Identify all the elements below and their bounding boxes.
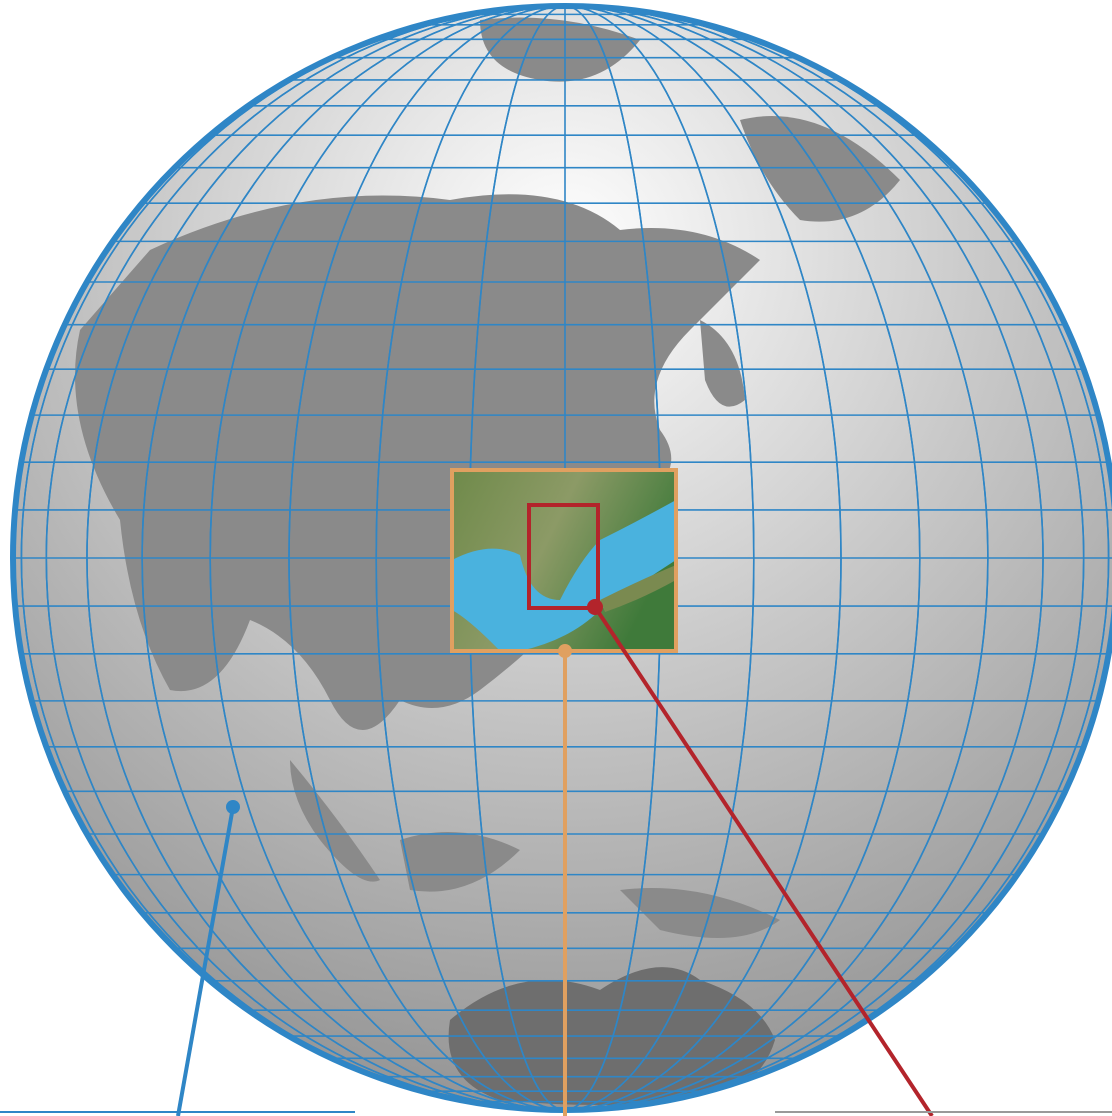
globe-leader-dot — [226, 800, 240, 814]
land-borneo — [400, 832, 520, 892]
inset-sea — [452, 500, 676, 651]
inset-japan — [600, 565, 676, 612]
inset-map — [450, 468, 678, 653]
focus-frame — [527, 503, 600, 610]
land-arctic — [480, 17, 640, 82]
inset-leader-dot — [558, 644, 572, 658]
land-sakhalin — [700, 320, 745, 407]
land-alaska — [740, 116, 900, 222]
globe-leader — [176, 806, 235, 1116]
focus-leader — [593, 605, 934, 1116]
land-sumatra — [290, 760, 380, 882]
focus-leader-dot — [587, 599, 603, 615]
